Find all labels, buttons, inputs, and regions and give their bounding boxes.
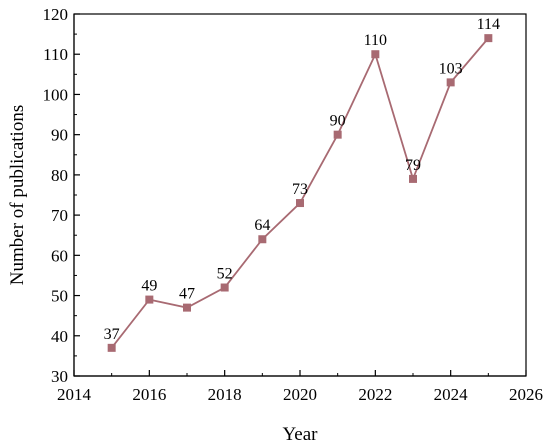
y-tick-label: 80 — [51, 166, 68, 185]
x-tick-label: 2014 — [57, 385, 92, 404]
x-tick-label: 2022 — [358, 385, 392, 404]
data-label: 49 — [141, 278, 157, 295]
x-axis-title: Year — [282, 424, 318, 445]
y-tick-label: 50 — [51, 287, 68, 306]
x-tick-label: 2020 — [283, 385, 317, 404]
data-point — [258, 235, 267, 244]
data-point — [220, 283, 229, 292]
y-tick-label: 60 — [51, 246, 68, 265]
data-label: 114 — [477, 16, 500, 33]
y-tick-label: 110 — [43, 45, 68, 64]
data-point — [107, 343, 116, 352]
y-tick-label: 100 — [43, 85, 69, 104]
data-label: 52 — [217, 266, 233, 283]
y-axis-title: Number of publications — [7, 105, 28, 285]
data-label: 73 — [292, 181, 308, 198]
data-point — [446, 78, 455, 87]
x-tick-label: 2018 — [208, 385, 242, 404]
data-label: 90 — [330, 113, 346, 130]
data-point — [333, 130, 342, 139]
data-point — [409, 174, 417, 183]
data-label: 110 — [364, 32, 387, 49]
data-point — [183, 303, 191, 312]
data-label: 79 — [405, 157, 421, 174]
x-tick-label: 2024 — [434, 385, 469, 404]
data-label: 37 — [104, 326, 120, 343]
y-tick-label: 70 — [51, 206, 68, 225]
y-axis: 30 40 50 60 70 80 90 100 110 120 — [43, 5, 80, 386]
data-label: 103 — [439, 60, 463, 77]
data-point — [145, 295, 154, 304]
data-point — [371, 50, 380, 59]
y-tick-label: 30 — [51, 367, 68, 386]
y-tick-label: 90 — [51, 126, 68, 145]
series-publications: 37 49 47 52 64 73 90 110 79 103 114 — [104, 16, 500, 352]
x-tick-label: 2026 — [509, 385, 543, 404]
y-tick-label: 120 — [43, 5, 69, 24]
x-tick-label: 2016 — [132, 385, 166, 404]
y-tick-label: 40 — [51, 327, 68, 346]
data-point — [484, 34, 493, 43]
data-label: 64 — [254, 217, 270, 234]
x-axis: 2014 2016 2018 2020 2022 2024 2026 — [57, 370, 543, 404]
data-point — [296, 199, 304, 208]
data-label: 47 — [179, 286, 195, 303]
